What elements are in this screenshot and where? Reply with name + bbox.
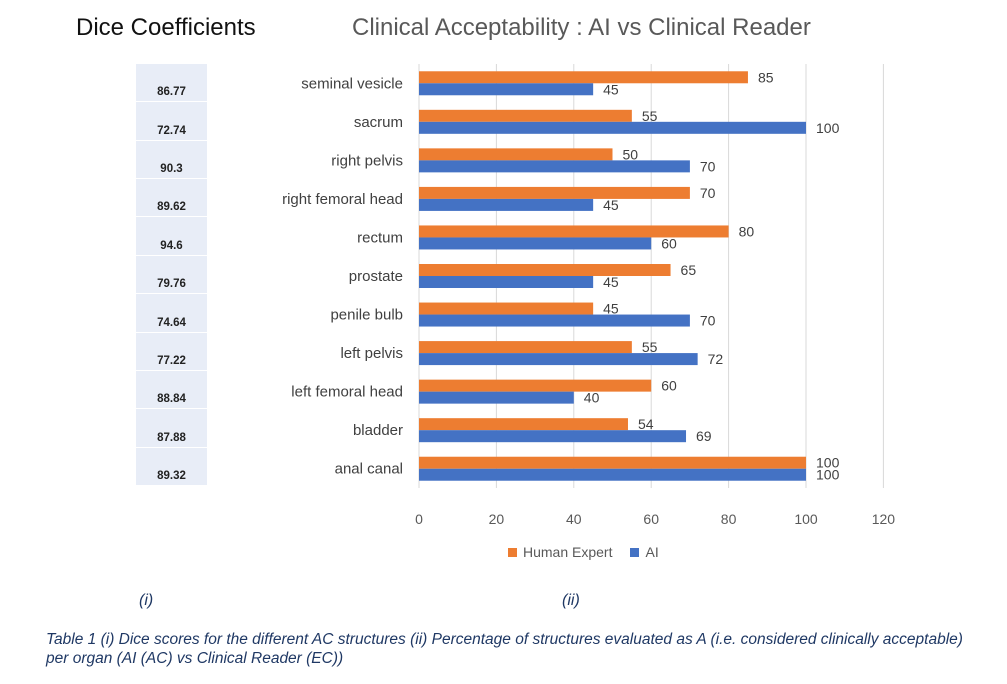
data-label: 100 <box>816 467 840 483</box>
dice-value-cell: 86.77 <box>136 64 207 103</box>
bar-ai <box>419 314 690 327</box>
data-label: 69 <box>696 428 712 444</box>
x-tick-label: 100 <box>794 511 818 527</box>
category-label: seminal vesicle <box>301 75 403 92</box>
bar-human-expert <box>419 148 613 161</box>
legend-swatch-ai <box>630 547 640 557</box>
sub-label-i: (i) <box>139 592 154 609</box>
dice-value-cell: 87.88 <box>136 409 207 448</box>
bar-human-expert <box>419 302 594 315</box>
bar-human-expert <box>419 456 806 469</box>
data-label: 55 <box>642 339 658 355</box>
bar-human-expert <box>419 264 671 276</box>
bar-human-expert <box>419 379 652 392</box>
category-label: right femoral head <box>282 191 403 208</box>
x-tick-label: 20 <box>489 511 505 527</box>
chart-title: Clinical Acceptability : AI vs Clinical … <box>352 14 811 41</box>
x-tick-label: 40 <box>566 511 582 527</box>
x-tick-label: 0 <box>415 511 423 527</box>
data-label: 60 <box>661 378 677 394</box>
data-label: 54 <box>638 416 654 432</box>
bar-ai <box>419 391 574 404</box>
category-label: penile bulb <box>330 307 403 324</box>
x-tick-label: 60 <box>643 511 659 527</box>
bar-human-expert <box>419 186 690 199</box>
category-label: left pelvis <box>340 345 403 362</box>
dice-value-cell: 89.62 <box>136 179 207 218</box>
bar-ai <box>419 121 806 134</box>
data-label: 50 <box>623 146 639 162</box>
bar-ai <box>419 237 652 250</box>
dice-value-cell: 74.64 <box>136 294 207 333</box>
bar-human-expert <box>419 341 632 354</box>
data-label: 72 <box>708 351 724 367</box>
dice-coefficients-title: Dice Coefficients <box>76 14 256 41</box>
category-label: prostate <box>349 268 403 285</box>
dice-value-cell: 77.22 <box>136 332 207 371</box>
data-label: 85 <box>758 69 774 85</box>
bar-ai <box>419 198 594 211</box>
data-label: 45 <box>603 197 619 213</box>
x-tick-label: 80 <box>721 511 737 527</box>
dice-table: 86.77 72.74 90.3 89.62 94.6 79.76 74.64 77.22 88… <box>136 64 207 486</box>
data-label: 45 <box>603 301 619 317</box>
bar-ai <box>419 468 806 481</box>
category-label: bladder <box>353 422 403 439</box>
data-label: 80 <box>739 223 755 239</box>
bar-ai <box>419 160 690 173</box>
data-label: 65 <box>681 262 697 278</box>
legend-label-human-expert: Human Expert <box>523 544 613 560</box>
dice-value-cell: 90.3 <box>136 140 207 180</box>
bar-human-expert <box>419 71 748 84</box>
data-label: 70 <box>700 158 716 174</box>
data-label: 45 <box>603 81 619 97</box>
dice-value-cell: 88.84 <box>136 370 207 410</box>
category-label: right pelvis <box>331 152 403 169</box>
bar-ai <box>419 353 698 366</box>
data-label: 40 <box>584 390 600 406</box>
bar-human-expert <box>419 225 729 238</box>
chart-legend: Human Expert AI <box>508 544 659 560</box>
bar-ai <box>419 83 594 96</box>
dice-value-cell: 72.74 <box>136 102 207 141</box>
data-label: 70 <box>700 313 716 329</box>
figure-caption: Table 1 (i) Dice scores for the differen… <box>46 631 963 667</box>
legend-swatch-human-expert <box>508 547 517 557</box>
legend-label-ai: AI <box>645 544 659 560</box>
data-label: 100 <box>816 455 840 471</box>
category-label: rectum <box>357 229 403 246</box>
category-label: anal canal <box>335 461 403 478</box>
bar-ai <box>419 430 687 443</box>
data-label: 45 <box>603 274 619 290</box>
sub-label-ii: (ii) <box>562 592 580 609</box>
category-label: sacrum <box>354 114 403 131</box>
data-label: 60 <box>661 235 677 251</box>
bar-human-expert <box>419 418 628 431</box>
bar-ai <box>419 276 594 288</box>
data-label: 100 <box>816 120 840 136</box>
category-label: left femoral head <box>291 384 403 401</box>
bar-human-expert <box>419 109 632 122</box>
data-label: 70 <box>700 185 716 201</box>
dice-value-cell: 94.6 <box>136 217 207 256</box>
x-tick-label: 120 <box>872 511 896 527</box>
dice-value-cell: 89.32 <box>136 447 207 486</box>
dice-value-cell: 79.76 <box>136 255 207 295</box>
data-label: 55 <box>642 108 658 124</box>
